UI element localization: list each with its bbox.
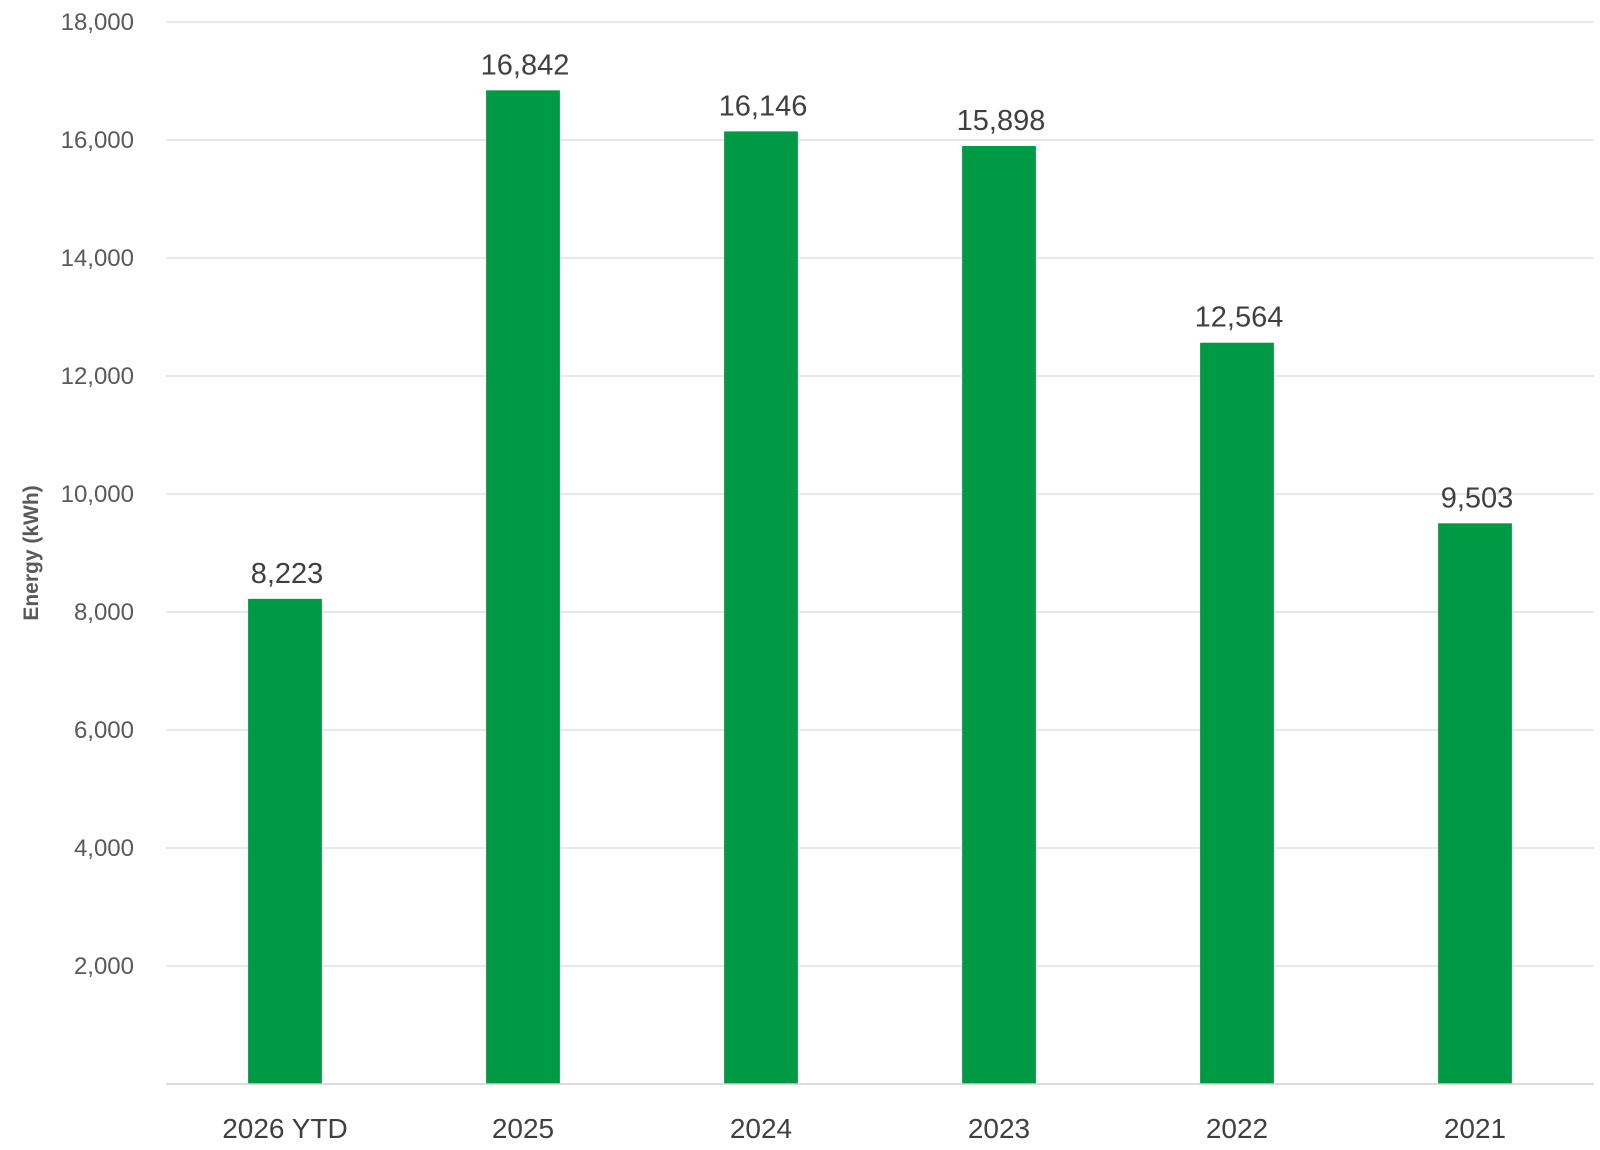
bars <box>248 90 1512 1085</box>
y-tick-label: 2,000 <box>74 953 134 980</box>
y-axis-ticks: 2,000 4,000 6,000 8,000 10,000 12,000 14,000 16… <box>61 9 134 980</box>
bar <box>724 131 798 1085</box>
x-category-label: 2025 <box>492 1113 554 1144</box>
y-axis-title: Energy (kWh) <box>20 485 43 620</box>
x-category-label: 2022 <box>1206 1113 1268 1144</box>
x-axis-categories: 2026 YTD 2025 2024 2023 2022 2021 <box>222 1113 1506 1144</box>
x-category-label: 2023 <box>968 1113 1030 1144</box>
y-tick-label: 14,000 <box>61 245 134 272</box>
y-tick-label: 6,000 <box>74 717 134 744</box>
bar-value-label: 12,564 <box>1195 302 1284 334</box>
bar-value-label: 16,842 <box>481 49 570 81</box>
bar <box>1438 523 1512 1084</box>
bar-value-label: 16,146 <box>719 90 808 122</box>
y-tick-label: 10,000 <box>61 481 134 508</box>
bar <box>248 598 322 1084</box>
bar-value-label: 15,898 <box>957 105 1046 137</box>
x-category-label: 2024 <box>730 1113 792 1144</box>
data-labels: 8,223 16,842 16,146 15,898 12,564 9,503 <box>251 49 1514 590</box>
y-tick-label: 4,000 <box>74 835 134 862</box>
y-tick-label: 18,000 <box>61 9 134 36</box>
bar <box>486 90 560 1084</box>
gridlines <box>166 21 1594 967</box>
bar <box>962 146 1036 1084</box>
bar <box>1200 342 1274 1084</box>
y-tick-label: 8,000 <box>74 599 134 626</box>
x-category-label: 2026 YTD <box>222 1113 348 1144</box>
x-category-label: 2021 <box>1444 1113 1506 1144</box>
y-tick-label: 12,000 <box>61 363 134 390</box>
bar-value-label: 8,223 <box>251 558 324 590</box>
bar-value-label: 9,503 <box>1441 482 1514 514</box>
y-tick-label: 16,000 <box>61 127 134 154</box>
